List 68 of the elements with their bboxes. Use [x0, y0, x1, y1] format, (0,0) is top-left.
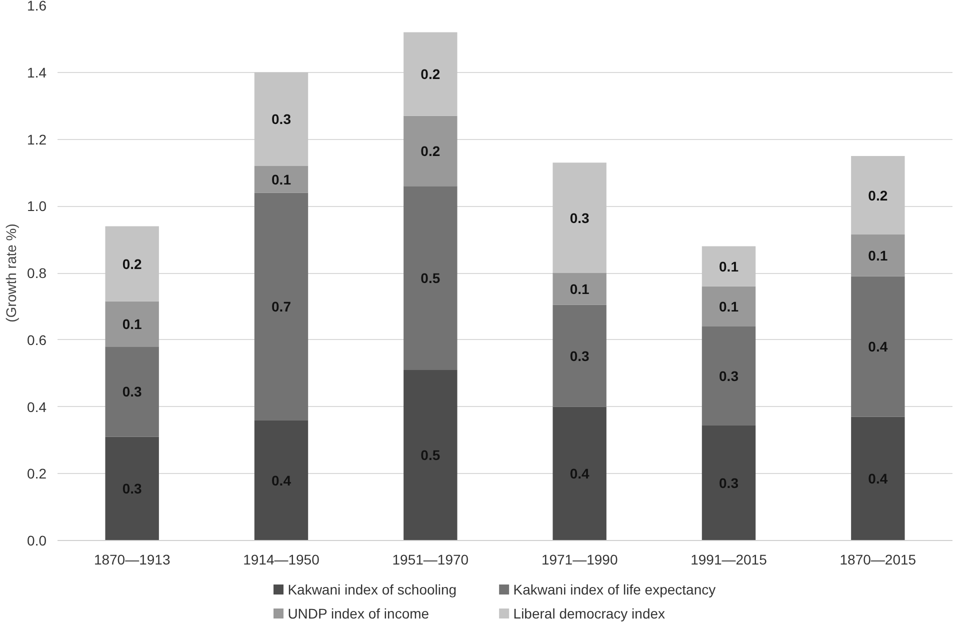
bar: [552, 406, 606, 540]
bar: [851, 276, 905, 417]
x-tick-label: 1951—1970: [392, 552, 469, 568]
bar: [105, 346, 159, 437]
data-label: 0.1: [868, 247, 888, 264]
x-tick-label: 1971—1990: [541, 552, 618, 568]
bar: [851, 156, 905, 235]
y-tick-label: 1.4: [27, 64, 47, 80]
bar: [851, 416, 905, 540]
y-tick-label: 0.6: [27, 332, 47, 348]
bar: [702, 425, 756, 540]
bar: [404, 186, 458, 370]
data-label: 0.1: [570, 280, 590, 297]
data-label: 0.5: [420, 270, 440, 286]
data-label: 0.3: [719, 368, 739, 384]
data-label: 0.1: [719, 258, 739, 274]
data-label: 0.7: [272, 298, 292, 314]
bar: [702, 286, 756, 326]
y-tick-label: 0.0: [27, 532, 47, 548]
data-label: 0.3: [719, 474, 739, 491]
y-tick-label: 0.2: [27, 466, 47, 482]
legend-label: UNDP index of income: [288, 606, 430, 622]
bar: [254, 72, 308, 166]
data-label: 0.4: [868, 470, 888, 487]
bar: [404, 116, 458, 186]
data-label: 0.2: [420, 66, 440, 82]
data-label: 0.3: [272, 111, 292, 128]
data-label: 0.2: [420, 142, 440, 159]
bar: [552, 304, 606, 407]
bar: [105, 436, 159, 540]
bar: [254, 192, 308, 420]
bar: [851, 234, 905, 276]
bar: [105, 226, 159, 302]
legend-label: Liberal democracy index: [513, 606, 666, 622]
data-label: 0.3: [122, 480, 142, 497]
data-label: 0.1: [122, 316, 142, 332]
data-label: 0.3: [122, 384, 142, 400]
x-tick-label: 1870—1913: [94, 552, 170, 568]
bar: [254, 420, 308, 540]
legend-label: Kakwani index of life expectancy: [513, 582, 716, 598]
bar: [702, 326, 756, 426]
x-tick-label: 1991—2015: [690, 552, 768, 568]
y-tick-label: 1.2: [27, 131, 47, 148]
y-tick-label: 1.0: [27, 198, 47, 214]
data-label: 0.1: [272, 171, 292, 188]
x-tick-label: 1870—2015: [840, 552, 916, 568]
bar: [552, 273, 606, 305]
y-tick-label: 0.4: [27, 398, 47, 415]
bar: [552, 162, 606, 273]
data-label: 0.4: [570, 466, 590, 482]
bar: [404, 370, 458, 540]
bar: [404, 32, 458, 116]
data-label: 0.3: [570, 348, 590, 364]
bar: [702, 246, 756, 286]
data-label: 0.2: [122, 256, 142, 272]
y-tick-label: 0.8: [27, 265, 47, 281]
data-label: 0.2: [868, 187, 888, 204]
bar: [105, 301, 159, 347]
y-axis-title: (Growth rate %): [3, 224, 20, 322]
data-label: 0.3: [570, 210, 590, 226]
data-label: 0.5: [420, 447, 440, 464]
data-label: 0.4: [868, 338, 888, 355]
legend-label: Kakwani index of schooling: [288, 582, 457, 598]
x-tick-label: 1914—1950: [243, 552, 320, 568]
data-label: 0.1: [719, 298, 739, 314]
data-label: 0.4: [272, 472, 292, 488]
y-tick-label: 1.6: [27, 0, 47, 14]
bar: [254, 166, 308, 193]
